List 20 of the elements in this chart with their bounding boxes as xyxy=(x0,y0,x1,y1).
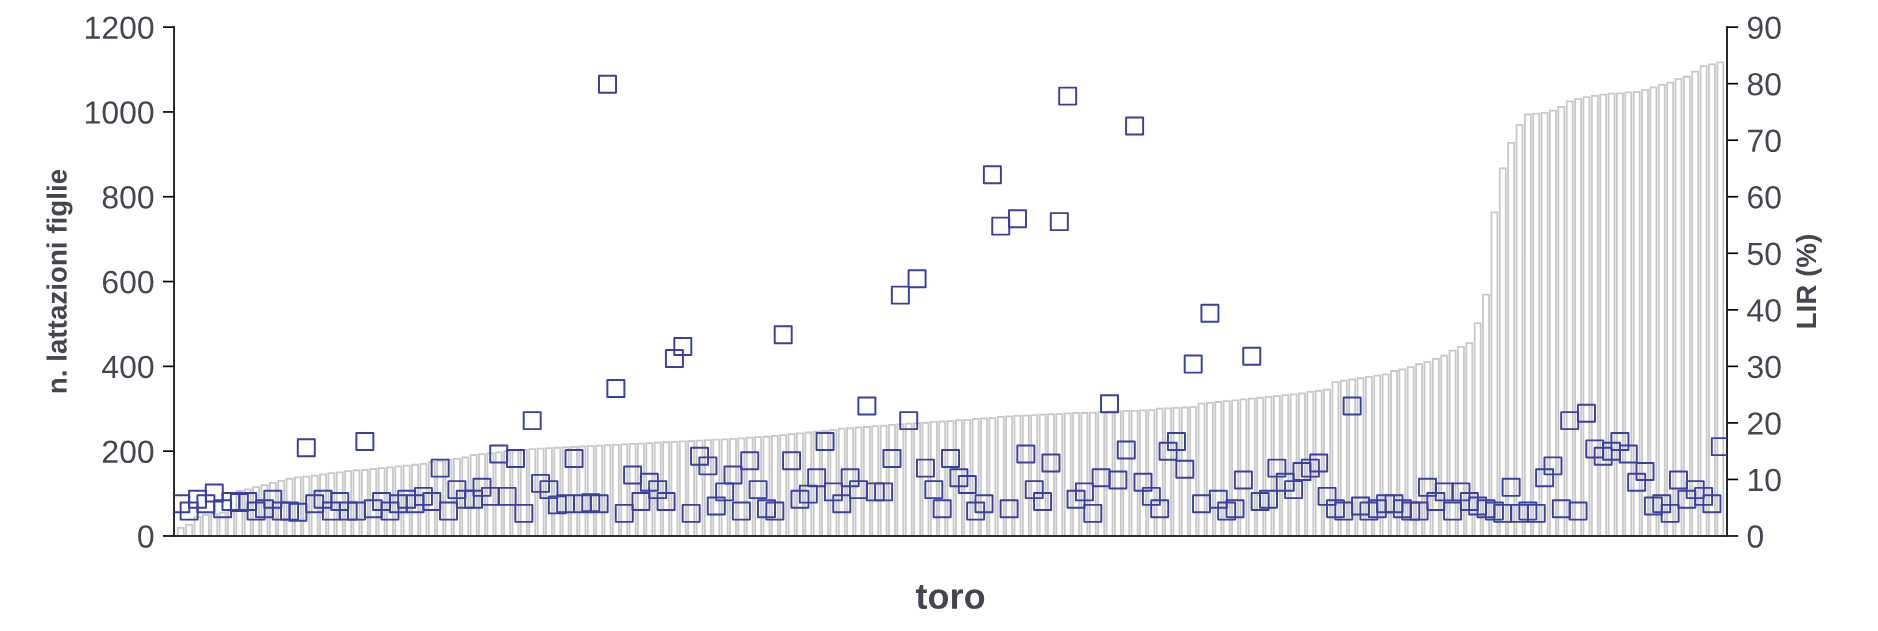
y2-tick-label: 40 xyxy=(1747,299,1781,322)
y2-tick-label: 80 xyxy=(1747,72,1781,96)
y2-tick-label: 30 xyxy=(1747,355,1781,379)
y-tick-label: 1000 xyxy=(86,101,154,124)
y2-tick-label: 60 xyxy=(1748,186,1781,209)
y-tick-label: 400 xyxy=(102,355,154,379)
y-axis-title: n. lattazioni figlie xyxy=(46,169,73,393)
y2-tick-label: 50 xyxy=(1747,242,1781,266)
y-tick-label: 800 xyxy=(102,186,154,209)
y2-tick-label: 0 xyxy=(1747,525,1763,548)
y-tick-label: 1200 xyxy=(86,16,154,40)
y-tick-label: 200 xyxy=(102,440,154,464)
x-axis-title: toro xyxy=(915,585,985,610)
y2-tick-label: 70 xyxy=(1748,129,1781,153)
y2-axis-title: LIR (%) xyxy=(1795,235,1822,328)
y-tick-label: 0 xyxy=(138,525,154,548)
y2-tick-label: 90 xyxy=(1747,16,1781,40)
y2-tick-label: 10 xyxy=(1748,468,1781,492)
y-tick-label: 600 xyxy=(102,270,154,294)
y2-tick-label: 20 xyxy=(1748,412,1781,435)
